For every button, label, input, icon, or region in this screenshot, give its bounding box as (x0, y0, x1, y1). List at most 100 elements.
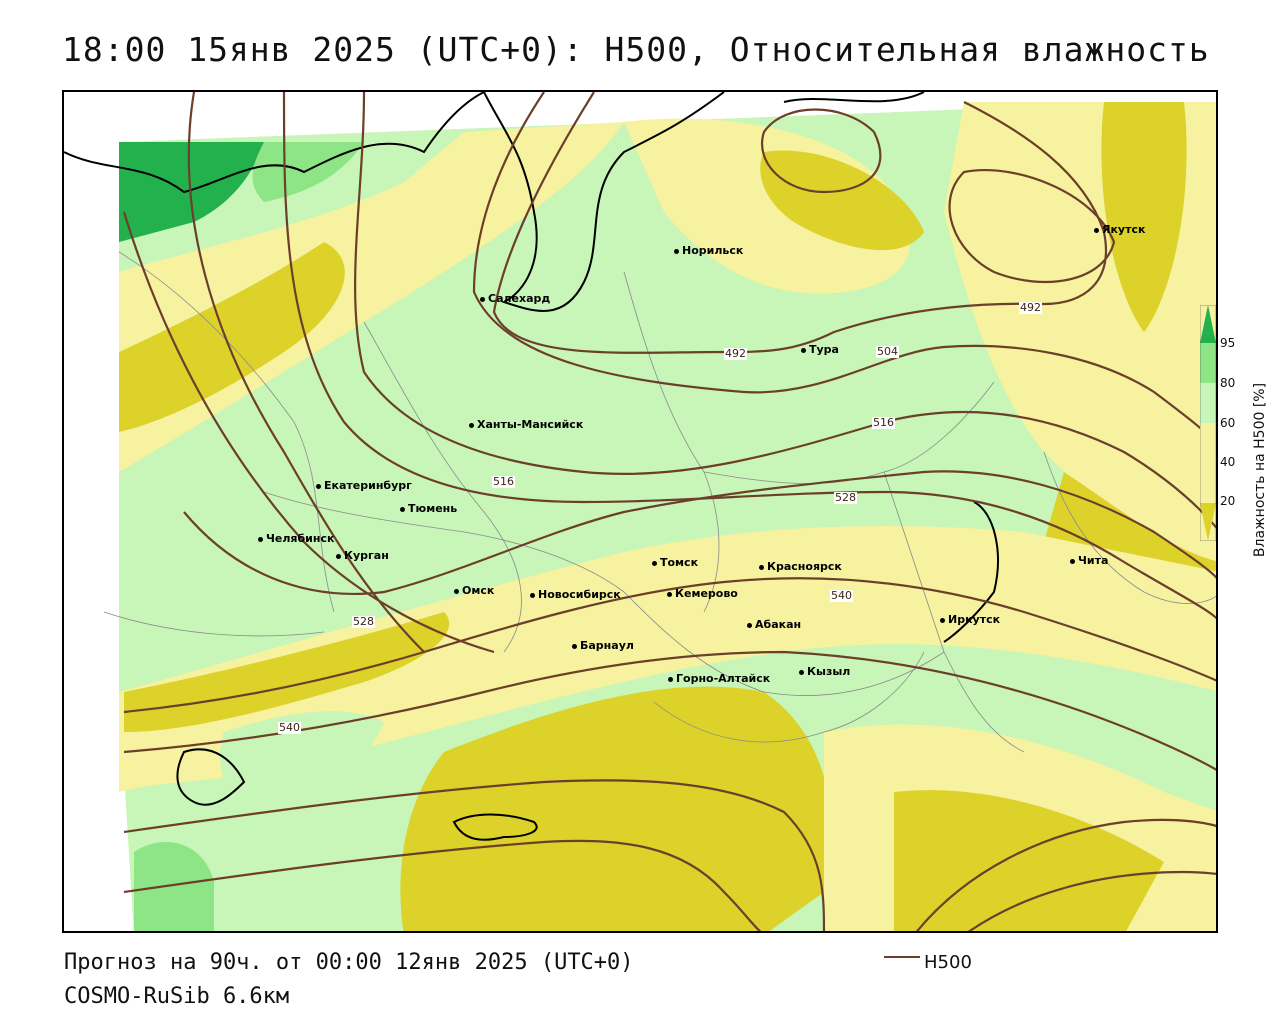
city-label: Барнаул (580, 639, 634, 652)
h500-legend-label: H500 (924, 952, 972, 973)
contour-564 (967, 870, 1216, 931)
city-label: Омск (462, 584, 495, 597)
city-krasnoyarsk: Красноярск (759, 560, 842, 573)
contour-label: 528 (352, 615, 375, 628)
city-tyumen: Тюмень (400, 502, 457, 515)
city-marker (336, 553, 341, 559)
very-dry-south (400, 686, 832, 931)
city-label: Тюмень (408, 502, 458, 515)
city-abakan: Абакан (747, 618, 801, 631)
map-panel: 492 492 504 516 516 528 528 540 540 Нори… (62, 90, 1218, 933)
admin-borders (103, 251, 1216, 753)
city-marker (316, 483, 321, 489)
city-label: Кызыл (807, 665, 851, 678)
contour-540-a (123, 577, 1216, 714)
humid-southwest (134, 842, 214, 931)
humidity-fields (119, 102, 1216, 931)
map-title: 18:00 15янв 2025 (UTC+0): H500, Относите… (62, 30, 1210, 69)
city-label: Красноярск (767, 560, 842, 573)
city-marker (1094, 227, 1099, 233)
city-marker (258, 536, 263, 542)
contour-label: 528 (834, 491, 857, 504)
city-marker (1070, 558, 1075, 564)
contour-label: 516 (492, 475, 515, 488)
contour-552-a (123, 779, 826, 931)
forecast-info: Прогноз на 90ч. от 00:00 12янв 2025 (UTC… (64, 950, 634, 975)
city-label: Курган (344, 549, 389, 562)
contour-552-b (123, 839, 762, 931)
humidity-colorbar (1200, 305, 1216, 541)
city-yakutsk: Якутск (1094, 223, 1145, 236)
contour-label: 540 (278, 721, 301, 734)
contour-540-b (123, 650, 1216, 771)
contour-ring-north (761, 108, 882, 194)
city-kemerovo: Кемерово (667, 587, 738, 600)
colorbar-title: Влажность на H500 [%] (1252, 382, 1268, 558)
contour-492-north (492, 92, 1107, 354)
colorbar-tick: 20 (1220, 494, 1236, 508)
colorbar-dry (1200, 423, 1216, 503)
contour-label: 516 (872, 416, 895, 429)
colorbar-tick: 95 (1220, 336, 1236, 350)
humidity-map (64, 92, 1216, 931)
colorbar-moist (1200, 383, 1216, 423)
city-label: Екатеринбург (324, 479, 412, 492)
city-marker (674, 248, 679, 254)
city-label: Томск (660, 556, 699, 569)
city-marker (759, 564, 764, 570)
city-barnaul: Барнаул (572, 639, 634, 652)
contour-label: 492 (724, 347, 747, 360)
city-marker (940, 617, 945, 623)
city-marker (667, 591, 672, 597)
contour-528-a (183, 470, 1216, 595)
city-ekaterinburg: Екатеринбург (316, 479, 412, 492)
h500-contours (122, 92, 1216, 931)
outside-domain-top (119, 92, 1216, 142)
city-marker (668, 676, 673, 682)
very-dry-north (760, 150, 924, 251)
city-marker (454, 588, 459, 594)
colorbar-tick: 80 (1220, 376, 1236, 390)
contour-516 (354, 92, 1216, 529)
city-marker (801, 347, 806, 353)
model-name: COSMO-RuSib 6.6км (64, 984, 290, 1009)
city-label: Новосибирск (538, 588, 621, 601)
contour-label: 540 (830, 589, 853, 602)
city-kyzyl: Кызыл (799, 665, 850, 678)
city-label: Тура (809, 343, 839, 356)
city-label: Чита (1078, 554, 1109, 567)
city-label: Ханты-Мансийск (477, 418, 584, 431)
city-label: Салехард (488, 292, 551, 305)
city-marker (652, 560, 657, 566)
city-marker (480, 296, 485, 302)
city-salekhard: Салехард (480, 292, 550, 305)
city-tomsk: Томск (652, 556, 698, 569)
city-norilsk: Норильск (674, 244, 743, 257)
city-label: Кемерово (675, 587, 738, 600)
colorbar-tick: 40 (1220, 455, 1236, 469)
contour-492-west (187, 92, 425, 653)
contour-label: 504 (876, 345, 899, 358)
very-dry-northeast (1101, 102, 1187, 332)
city-chelyabinsk: Челябинск (258, 532, 334, 545)
city-gorno-altaysk: Горно-Алтайск (668, 672, 770, 685)
city-khanty-mansiysk: Ханты-Мансийск (469, 418, 583, 431)
city-kurgan: Курган (336, 549, 389, 562)
contour-ring-northeast (948, 169, 1116, 284)
city-marker (469, 422, 474, 428)
colorbar-very-dry (1200, 503, 1216, 541)
city-marker (400, 506, 405, 512)
city-marker (572, 643, 577, 649)
city-irkutsk: Иркутск (940, 613, 1000, 626)
city-label: Иркутск (948, 613, 1001, 626)
contour-504 (122, 92, 1216, 654)
very-dry-southeast (894, 790, 1164, 931)
city-label: Абакан (755, 618, 802, 631)
very-dry-west (119, 242, 345, 432)
city-chita: Чита (1070, 554, 1108, 567)
city-omsk: Омск (454, 584, 494, 597)
city-marker (747, 622, 752, 628)
city-label: Челябинск (266, 532, 335, 545)
city-marker (530, 592, 535, 598)
contour-528-b (282, 92, 1216, 620)
